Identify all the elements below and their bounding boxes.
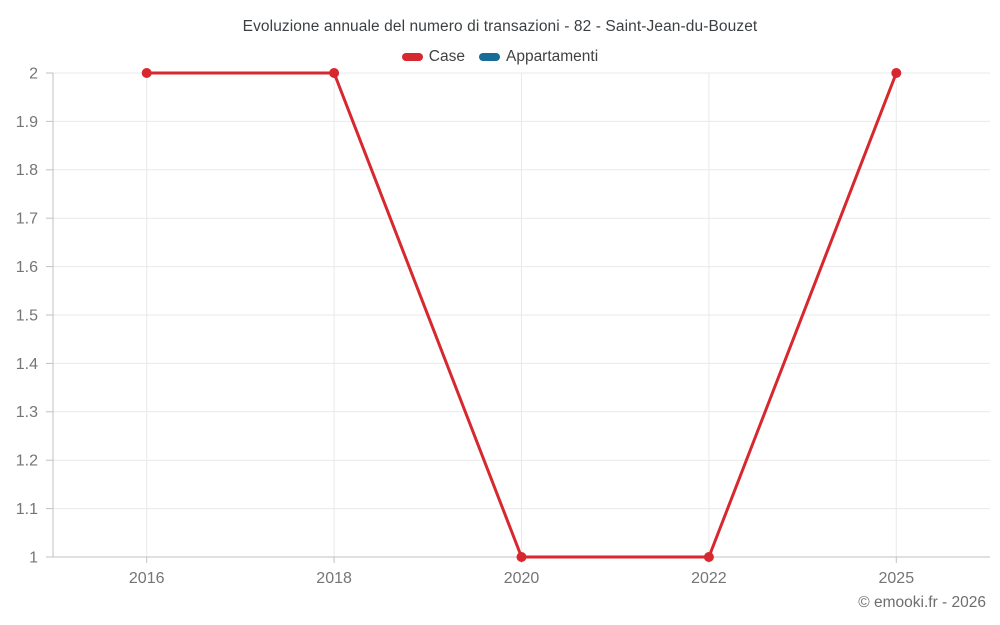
x-tick-label: 2018 <box>316 570 352 587</box>
legend-label-appartamenti: Appartamenti <box>505 48 599 65</box>
y-tick-label: 1.6 <box>16 259 38 276</box>
y-tick-label: 1.9 <box>16 114 38 131</box>
legend-item-case[interactable]: Case <box>401 48 465 66</box>
y-tick-label: 1.3 <box>16 404 38 421</box>
y-tick-label: 1 <box>29 549 38 566</box>
data-point-case[interactable] <box>891 68 902 78</box>
y-tick-label: 1.7 <box>16 211 38 228</box>
data-point-case[interactable] <box>703 552 714 562</box>
y-tick-label: 2 <box>29 65 38 82</box>
chart-title: Evoluzione annuale del numero di transaz… <box>242 18 758 35</box>
y-tick-label: 1.2 <box>16 453 38 470</box>
data-point-case[interactable] <box>329 68 340 78</box>
copyright: © emooki.fr - 2026 <box>858 594 986 611</box>
y-tick-label: 1.8 <box>16 162 38 179</box>
legend-label-case: Case <box>428 48 465 65</box>
y-tick-label: 1.4 <box>16 356 38 373</box>
x-tick-label: 2022 <box>691 570 727 587</box>
y-tick-label: 1.1 <box>16 501 38 518</box>
legend-item-appartamenti[interactable]: Appartamenti <box>478 48 599 66</box>
x-tick-label: 2020 <box>504 570 540 587</box>
x-tick-label: 2016 <box>129 570 165 587</box>
data-point-case[interactable] <box>516 552 527 562</box>
chart-legend: Case Appartamenti <box>0 48 1000 66</box>
legend-swatch-case-icon <box>401 53 423 61</box>
data-point-case[interactable] <box>141 68 152 78</box>
y-tick-label: 1.5 <box>16 307 38 324</box>
legend-swatch-appartamenti-icon <box>478 53 500 61</box>
x-tick-label: 2025 <box>879 570 915 587</box>
